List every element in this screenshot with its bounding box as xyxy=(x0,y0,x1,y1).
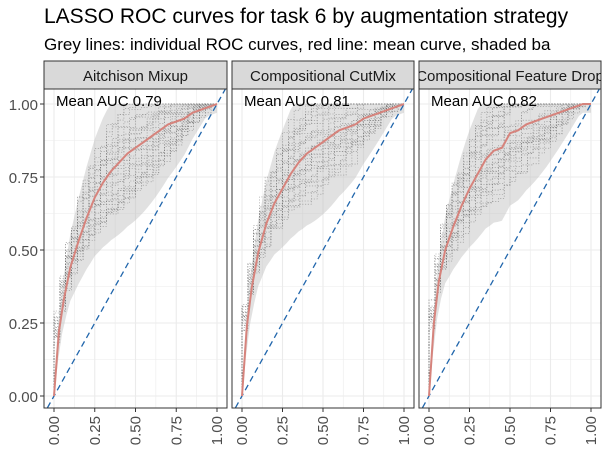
individual-roc-curve xyxy=(241,103,404,396)
mean-roc-curve xyxy=(241,103,405,397)
x-tick-label: 1.00 xyxy=(209,416,226,445)
facet-strip-label: Compositional Feature Drop xyxy=(416,68,604,85)
mean-roc-curve xyxy=(428,103,591,397)
auc-annotation: Mean AUC 0.79 xyxy=(56,93,162,110)
individual-roc-curve xyxy=(53,103,217,396)
individual-roc-curve xyxy=(428,103,591,396)
individual-roc-curve xyxy=(428,103,591,396)
x-tick-label: 0.50 xyxy=(502,416,519,445)
x-tick-label: 0.25 xyxy=(275,416,292,445)
x-tick-label: 0.00 xyxy=(234,416,251,445)
x-tick-label: 0.25 xyxy=(87,416,104,445)
confidence-band xyxy=(429,104,591,396)
panel-plot-area xyxy=(421,89,601,408)
individual-roc-curve xyxy=(53,103,217,396)
panel-plot-area xyxy=(46,89,227,408)
individual-roc-curve xyxy=(428,103,591,396)
x-tick-label: 0.25 xyxy=(462,416,479,445)
facet-strip-label: Compositional CutMix xyxy=(250,68,396,85)
y-tick-label: 0.50 xyxy=(9,243,38,260)
chart-title: LASSO ROC curves for task 6 by augmentat… xyxy=(44,5,569,28)
diagonal-reference-line xyxy=(421,89,601,408)
diagonal-reference-line xyxy=(46,89,227,408)
facet-panel-3: Compositional Feature Drop Mean AUC 0.82 0… xyxy=(416,60,604,445)
individual-roc-curve xyxy=(53,103,217,396)
mean-roc-curve xyxy=(53,103,218,397)
facet-panel-2: Compositional CutMix Mean AUC 0.81 0.00 0.2… xyxy=(231,60,415,445)
x-tick-label: 0.00 xyxy=(421,416,438,445)
individual-roc-curve xyxy=(428,103,591,396)
auc-annotation: Mean AUC 0.81 xyxy=(244,93,350,110)
facet-panel-1: Aitchison Mixup Mean AUC 0.79 0.00 0.25 0.50… xyxy=(43,60,228,445)
individual-roc-curve xyxy=(53,103,217,396)
diagonal-reference-line xyxy=(234,89,414,408)
individual-roc-curve xyxy=(241,103,404,396)
individual-roc-curve xyxy=(53,103,217,396)
panel-plot-area xyxy=(234,89,414,408)
x-tick-label: 0.50 xyxy=(315,416,332,445)
chart-subtitle: Grey lines: individual ROC curves, red l… xyxy=(44,35,551,54)
individual-roc-curve xyxy=(53,103,217,396)
x-tick-label: 1.00 xyxy=(583,416,600,445)
x-tick-label: 0.50 xyxy=(128,416,145,445)
individual-roc-curve xyxy=(428,103,591,396)
individual-roc-curve xyxy=(53,103,217,396)
facet-strip-label: Aitchison Mixup xyxy=(83,68,188,85)
x-tick-label: 0.75 xyxy=(356,416,373,445)
individual-roc-curve xyxy=(428,103,591,396)
y-tick-label: 1.00 xyxy=(9,97,38,114)
individual-roc-curve xyxy=(241,103,404,396)
y-tick-label: 0.75 xyxy=(9,170,38,187)
individual-roc-curve xyxy=(428,103,591,396)
facet-strip xyxy=(418,60,602,90)
individual-roc-curve xyxy=(53,103,217,396)
x-tick-label: 1.00 xyxy=(396,416,413,445)
individual-roc-curve xyxy=(241,103,404,396)
individual-roc-curve xyxy=(53,103,217,396)
individual-roc-curve xyxy=(53,103,217,396)
y-tick-label: 0.00 xyxy=(9,389,38,406)
individual-roc-curve xyxy=(241,103,404,396)
confidence-band xyxy=(242,104,404,396)
confidence-band xyxy=(54,104,217,396)
x-tick-label: 0.75 xyxy=(543,416,560,445)
x-tick-label: 0.75 xyxy=(168,416,185,445)
y-tick-label: 0.25 xyxy=(9,316,38,333)
individual-roc-curve xyxy=(241,103,404,396)
auc-annotation: Mean AUC 0.82 xyxy=(431,93,537,110)
individual-roc-curve xyxy=(428,103,591,396)
individual-roc-curve xyxy=(53,103,217,396)
individual-roc-curve xyxy=(428,103,591,396)
x-tick-label: 0.00 xyxy=(46,416,63,445)
